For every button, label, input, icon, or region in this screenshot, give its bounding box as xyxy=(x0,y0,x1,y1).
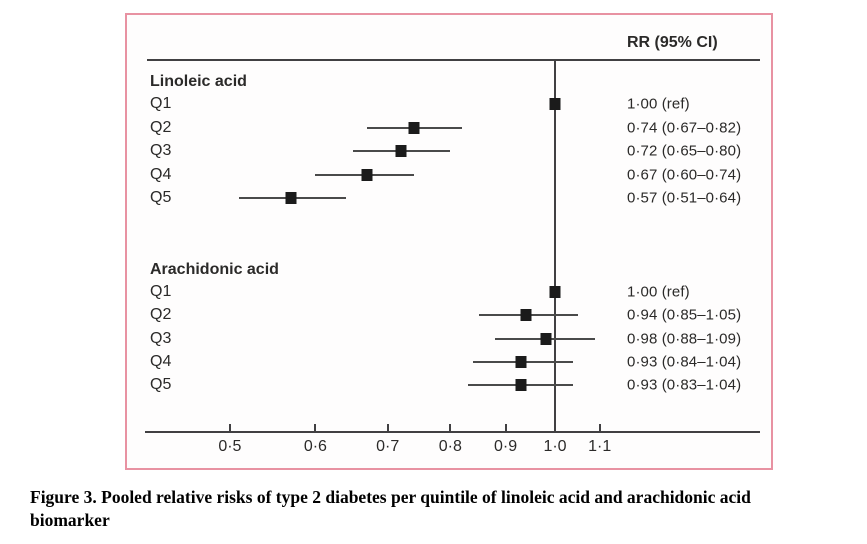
row-label: Q1 xyxy=(150,283,172,300)
x-axis-tick xyxy=(228,424,231,432)
rr-value: 1·00 (ref) xyxy=(627,283,690,301)
rr-marker xyxy=(285,192,297,204)
header-rule xyxy=(147,59,760,61)
x-axis-tick-label: 0·9 xyxy=(494,438,518,455)
x-axis-tick-label: 0·7 xyxy=(376,438,400,455)
rr-value: 0·98 (0·88–1·09) xyxy=(627,330,742,347)
row-label: Q2 xyxy=(150,306,172,324)
rr-marker xyxy=(520,309,532,322)
rr-marker xyxy=(549,286,561,298)
figure-caption: Figure 3. Pooled relative risks of type … xyxy=(30,487,751,530)
x-axis-tick xyxy=(504,424,507,432)
row-label: Q4 xyxy=(150,352,172,370)
rr-value: 0·72 (0·65–0·80) xyxy=(627,142,742,160)
reference-line xyxy=(554,59,556,432)
rr-value: 0·94 (0·85–1·05) xyxy=(627,306,742,324)
rr-value: 0·57 (0·51–0·64) xyxy=(627,189,742,207)
group-label: Arachidonic acid xyxy=(150,261,279,278)
x-axis-tick-label: 0·6 xyxy=(303,438,327,455)
rr-marker xyxy=(515,355,527,368)
rr-value: 0·93 (0·84–1·04) xyxy=(627,353,742,371)
x-axis-tick-label: 0·5 xyxy=(218,438,242,455)
rr-marker xyxy=(408,121,420,134)
x-axis-tick xyxy=(554,424,556,432)
rr-marker xyxy=(395,145,407,157)
x-axis-tick-label: 1·0 xyxy=(543,438,567,455)
row-label: Q2 xyxy=(150,118,172,136)
rr-column-header: RR (95% CI) xyxy=(627,34,718,51)
x-axis-tick xyxy=(598,424,601,432)
x-axis-line xyxy=(145,431,760,433)
rr-marker xyxy=(361,168,373,181)
row-label: Q3 xyxy=(150,142,172,159)
rr-value: 0·67 (0·60–0·74) xyxy=(627,166,742,183)
x-axis-tick xyxy=(314,424,317,432)
rr-value: 1·00 (ref) xyxy=(627,95,690,113)
row-label: Q4 xyxy=(150,165,172,183)
rr-marker xyxy=(549,98,561,110)
x-axis-tick-label: 1·1 xyxy=(588,438,612,455)
row-label: Q5 xyxy=(150,376,172,393)
rr-value: 0·74 (0·67–0·82) xyxy=(627,119,742,136)
x-axis-tick xyxy=(449,424,452,432)
x-axis-tick xyxy=(386,424,389,432)
rr-value: 0·93 (0·83–1·04) xyxy=(627,376,742,394)
rr-marker xyxy=(540,332,552,345)
group-label: Linoleic acid xyxy=(150,73,247,90)
rr-marker xyxy=(515,379,527,391)
row-label: Q1 xyxy=(150,95,172,112)
x-axis-tick-label: 0·8 xyxy=(438,438,462,455)
row-label: Q3 xyxy=(150,329,172,347)
forest-plot-figure: RR (95% CI) Linoleic acid Q1 1·00 (ref) Q2 0… xyxy=(125,13,773,470)
row-label: Q5 xyxy=(150,189,172,206)
